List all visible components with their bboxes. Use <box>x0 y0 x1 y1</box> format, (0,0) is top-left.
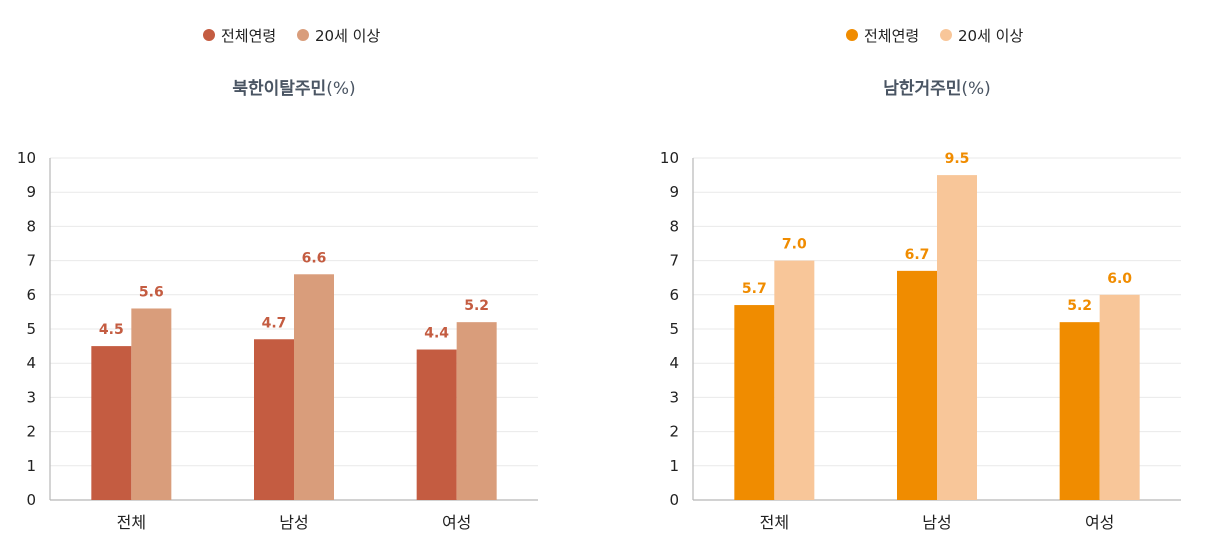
data-labels: 5.7 7.0 6.7 9.5 5.2 6.0 <box>742 151 1132 314</box>
y-tick-label: 1 <box>26 457 36 475</box>
data-label: 6.6 <box>302 250 327 266</box>
legend-marker-all-ages <box>846 29 858 41</box>
data-label: 4.7 <box>262 315 287 331</box>
chart-south-korean-residents: 전체연령 20세 이상 남한거주민(%) 0 1 2 3 4 5 6 7 8 9 10 5.7 7.0… <box>660 27 1181 532</box>
bar-20-plus <box>294 274 334 500</box>
legend: 전체연령 20세 이상 <box>203 27 380 45</box>
data-label: 4.4 <box>424 326 449 342</box>
data-label: 5.6 <box>139 284 164 300</box>
x-category-label: 전체 <box>760 513 789 532</box>
bar-all-ages <box>897 270 937 500</box>
legend-label-all-ages: 전체연령 <box>864 27 919 45</box>
legend-marker-20-plus <box>297 29 309 41</box>
legend-marker-20-plus <box>940 29 952 41</box>
y-tick-label: 3 <box>26 388 36 406</box>
bar-all-ages <box>91 346 132 500</box>
y-tick-label: 2 <box>26 423 36 441</box>
data-label: 5.7 <box>742 281 767 297</box>
data-labels: 4.5 5.6 4.7 6.6 4.4 5.2 <box>99 250 489 341</box>
y-tick-label: 7 <box>669 252 679 270</box>
bars <box>91 274 497 500</box>
data-label: 5.2 <box>464 298 489 314</box>
y-tick-label: 4 <box>26 354 36 372</box>
y-tick-label: 6 <box>26 286 36 304</box>
y-tick-label: 10 <box>660 149 679 167</box>
x-category-label: 남성 <box>922 513 951 532</box>
data-label: 4.5 <box>99 322 124 338</box>
data-label: 5.2 <box>1067 298 1092 314</box>
y-tick-label: 6 <box>669 286 679 304</box>
x-category-label: 전체 <box>117 513 146 532</box>
x-axis-categories: 전체 남성 여성 <box>117 513 472 532</box>
bar-all-ages <box>734 305 775 500</box>
data-label: 9.5 <box>945 151 970 167</box>
chart-title-text: 북한이탈주민 <box>232 78 326 99</box>
y-tick-label: 10 <box>17 149 36 167</box>
bar-20-plus <box>131 308 172 500</box>
chart-title-unit: (%) <box>326 79 355 99</box>
y-tick-label: 4 <box>669 354 679 372</box>
bar-20-plus <box>456 322 497 500</box>
y-tick-label: 9 <box>669 183 679 201</box>
y-tick-label: 8 <box>26 217 36 235</box>
bar-20-plus <box>1099 294 1140 500</box>
bar-all-ages <box>416 349 457 500</box>
legend-label-all-ages: 전체연령 <box>221 27 276 45</box>
chart-title: 남한거주민(%) <box>883 79 991 99</box>
bar-20-plus <box>937 175 977 500</box>
y-tick-label: 8 <box>669 217 679 235</box>
chart-north-korean-defectors: 전체연령 20세 이상 북한이탈주민(%) 0 1 2 3 4 5 6 7 8 9 10 4.5 5.… <box>17 27 538 532</box>
data-label: 7.0 <box>782 237 807 253</box>
chart-title-text: 남한거주민 <box>883 79 961 99</box>
chart-title-unit: (%) <box>961 79 990 99</box>
bar-all-ages <box>254 339 294 500</box>
y-tick-label: 2 <box>669 423 679 441</box>
y-tick-label: 7 <box>26 252 36 270</box>
y-tick-label: 9 <box>26 183 36 201</box>
data-label: 6.7 <box>905 247 930 263</box>
data-label: 6.0 <box>1107 271 1132 287</box>
y-tick-label: 5 <box>26 320 36 338</box>
legend-label-20-plus: 20세 이상 <box>315 27 380 45</box>
y-tick-label: 0 <box>669 491 679 509</box>
x-axis-categories: 전체 남성 여성 <box>760 513 1115 532</box>
bar-all-ages <box>1059 322 1100 500</box>
y-tick-label: 0 <box>26 491 36 509</box>
x-category-label: 여성 <box>1085 513 1114 532</box>
y-tick-label: 3 <box>669 388 679 406</box>
y-axis-ticks: 0 1 2 3 4 5 6 7 8 9 10 <box>660 149 679 509</box>
x-category-label: 남성 <box>279 513 308 532</box>
x-category-label: 여성 <box>442 513 471 532</box>
y-tick-label: 1 <box>669 457 679 475</box>
y-axis-ticks: 0 1 2 3 4 5 6 7 8 9 10 <box>17 149 36 509</box>
chart-title: 북한이탈주민(%) <box>232 78 355 99</box>
bars <box>734 175 1140 500</box>
y-tick-label: 5 <box>669 320 679 338</box>
legend-marker-all-ages <box>203 29 215 41</box>
legend-label-20-plus: 20세 이상 <box>958 27 1023 45</box>
bar-20-plus <box>774 260 815 500</box>
legend: 전체연령 20세 이상 <box>846 27 1023 45</box>
